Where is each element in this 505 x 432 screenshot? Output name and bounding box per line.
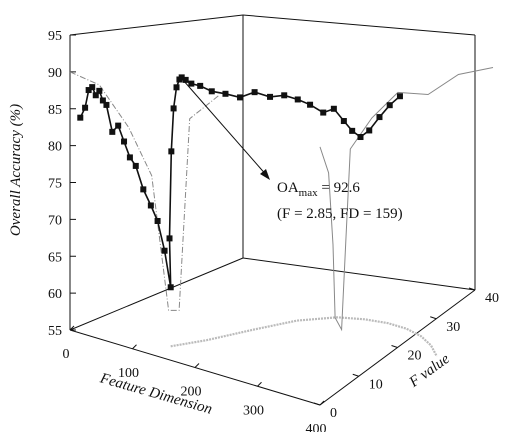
series-0-point-25 — [188, 80, 195, 87]
y-tick-label-4: 75 — [48, 177, 62, 192]
z-tick-label-1: 10 — [369, 377, 383, 392]
x-tick-mark-3 — [257, 381, 262, 387]
annotation-arrow-head — [260, 169, 270, 180]
axis-labels: Overall Accuracy (%) Feature Dimension F… — [8, 104, 453, 418]
x-tick-label-3: 300 — [243, 403, 264, 418]
series-0-point-30 — [251, 89, 258, 96]
floor-back-left-edge — [69, 257, 244, 331]
series-0-point-29 — [237, 94, 244, 101]
top-back-left-edge — [69, 14, 244, 36]
y-tick-label-1: 90 — [48, 66, 62, 81]
series-0-point-11 — [126, 154, 133, 161]
x-tick-mark-1 — [132, 344, 137, 350]
series-0-point-0 — [77, 114, 84, 121]
series-0-point-4 — [92, 92, 99, 99]
series-0-point-26 — [197, 82, 204, 89]
series-0-point-8 — [109, 128, 116, 135]
series-0-point-16 — [161, 247, 168, 254]
series-0-point-14 — [147, 202, 154, 209]
series-0-point-6 — [99, 97, 106, 104]
series-0-point-2 — [85, 87, 92, 94]
series-0-point-36 — [330, 105, 337, 112]
annotation: OAmax = 92.6 (F = 2.85, FD = 159) — [182, 79, 403, 222]
series-3-line — [170, 316, 438, 357]
y-tick-label-7: 60 — [48, 287, 62, 302]
series-0-point-7 — [103, 101, 110, 108]
series-0-point-13 — [140, 186, 147, 193]
y-tick-label-2: 85 — [48, 103, 62, 118]
series-0-point-42 — [386, 102, 393, 109]
series-0-point-23 — [178, 74, 185, 81]
series-0-point-17 — [167, 284, 174, 291]
x-tick-label-1: 100 — [118, 366, 139, 381]
series-0-point-3 — [89, 84, 96, 91]
annotation-sub: max — [299, 187, 318, 199]
series-0-point-19 — [168, 148, 175, 155]
series-0-point-21 — [173, 84, 180, 91]
y-tick-label-0: 95 — [48, 29, 62, 44]
series-0-point-41 — [376, 114, 383, 121]
floor-back-right-edge — [242, 257, 476, 291]
series-0-point-24 — [182, 76, 189, 83]
annotation-arrow-line — [182, 79, 269, 178]
z-tick-mark-4 — [468, 287, 476, 291]
z-tick-label-3: 30 — [446, 320, 460, 335]
series-0-point-5 — [96, 87, 103, 94]
z-tick-label-4: 40 — [485, 291, 499, 306]
series-0-point-40 — [366, 127, 373, 134]
annotation-detail: (F = 2.85, FD = 159) — [277, 206, 403, 222]
z-tick-mark-2 — [391, 345, 398, 348]
z-tick-mark-3 — [430, 316, 437, 320]
plot-box — [69, 14, 476, 406]
y-tick-label-6: 65 — [48, 250, 62, 265]
series-0-point-15 — [154, 217, 161, 224]
x-tick-mark-2 — [194, 363, 200, 368]
y-axis-label: Overall Accuracy (%) — [8, 104, 24, 236]
series-0-point-10 — [121, 138, 128, 145]
series-0-point-37 — [340, 118, 347, 125]
annotation-oa: OA — [277, 180, 299, 196]
z-tick-mark-1 — [352, 373, 359, 377]
series-0-point-20 — [170, 105, 177, 112]
annotation-value: = 92.6 — [318, 180, 361, 196]
series-0-point-9 — [115, 122, 122, 129]
series-0-point-18 — [166, 235, 173, 242]
series-0-point-34 — [307, 101, 314, 108]
y-tick-label-8: 55 — [48, 324, 62, 339]
z-tick-label-0: 0 — [330, 406, 337, 421]
series-1-line — [69, 71, 219, 311]
top-back-right-edge — [242, 14, 476, 36]
series-0-point-43 — [396, 93, 403, 100]
series-0-point-1 — [82, 104, 89, 111]
series-0-point-12 — [132, 162, 139, 169]
x-tick-label-2: 200 — [181, 385, 202, 400]
series-0-point-38 — [349, 127, 356, 134]
z-tick-label-2: 20 — [408, 349, 422, 364]
x-tick-mark-4 — [319, 400, 325, 406]
series-0-point-33 — [294, 96, 301, 103]
series-2-line — [319, 67, 494, 332]
y-tick-label-3: 80 — [48, 140, 62, 155]
series-0-point-28 — [222, 90, 229, 97]
series-0-point-39 — [357, 134, 364, 141]
series-0-point-32 — [281, 92, 288, 99]
annotation-max-label: OAmax = 92.6 — [277, 180, 360, 199]
y-tick-label-5: 70 — [48, 213, 62, 228]
x-tick-mark-0 — [69, 325, 75, 331]
series-layer — [69, 67, 494, 357]
series-0-point-27 — [208, 88, 215, 95]
z-tick-mark-0 — [313, 402, 321, 406]
series-0-point-35 — [320, 109, 327, 116]
x-tick-label-4: 400 — [306, 422, 327, 432]
series-0-point-31 — [267, 93, 274, 100]
x-tick-label-0: 0 — [63, 347, 70, 362]
